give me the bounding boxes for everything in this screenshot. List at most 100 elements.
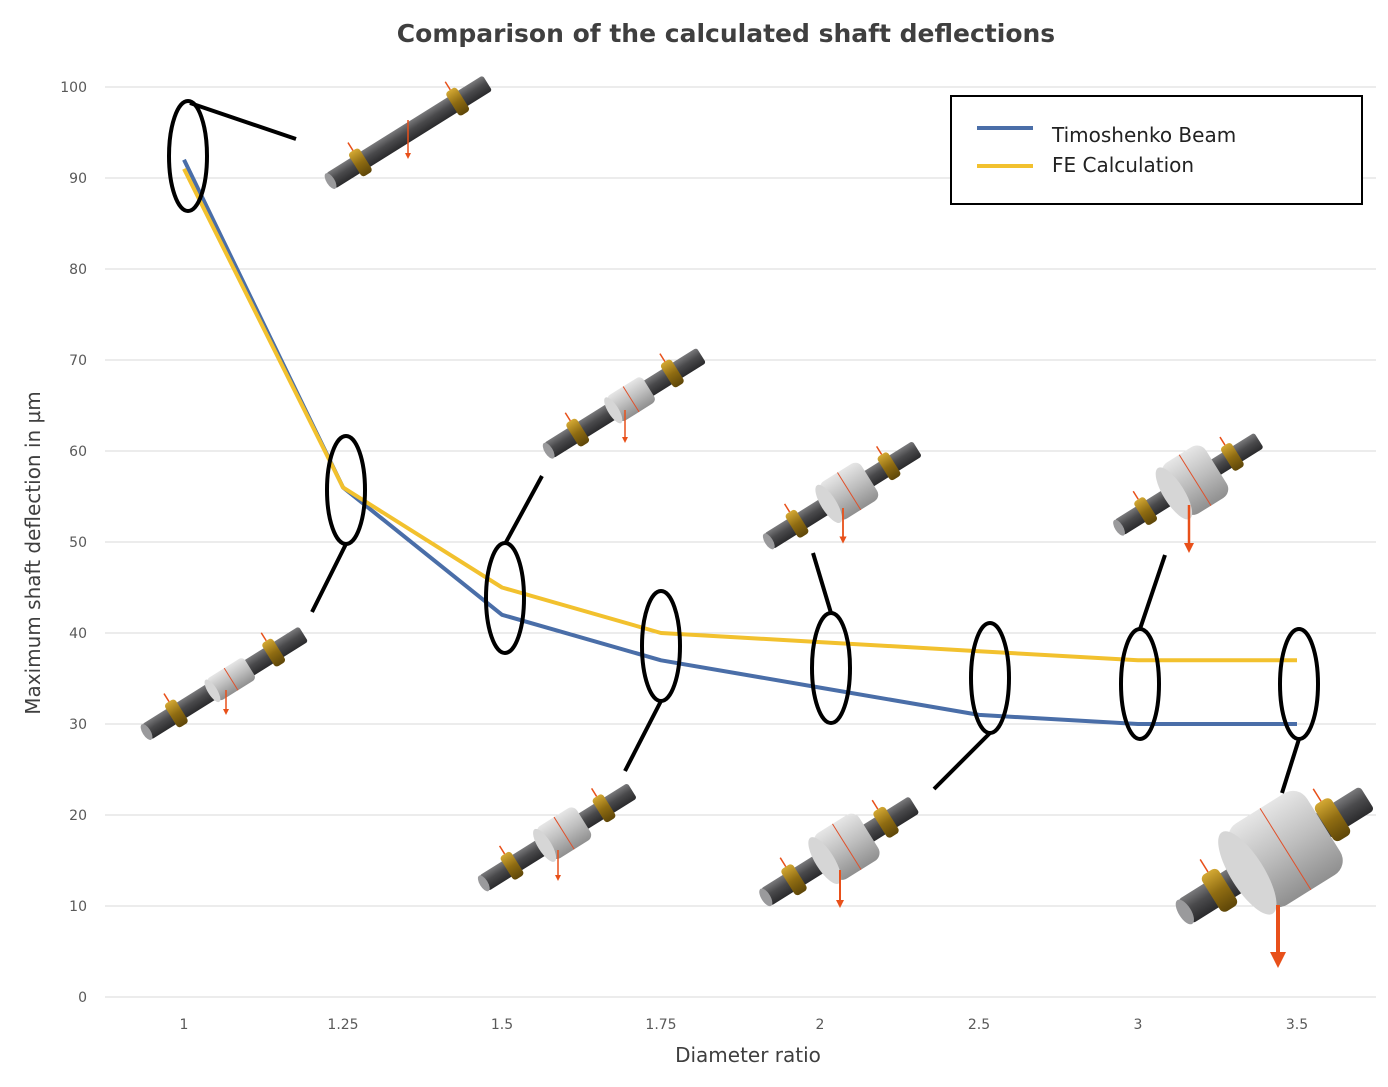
collar-seam	[622, 386, 640, 413]
callout-line-1_5	[503, 475, 544, 545]
shaft-illustrations	[140, 76, 1373, 968]
y-tick-label-50: 50	[69, 535, 87, 551]
x-tick-label-2_5: 2.5	[968, 1017, 990, 1033]
shaft-end	[759, 888, 773, 907]
shaft-illustration-2	[762, 442, 921, 550]
legend-label-fe: FE Calculation	[1052, 153, 1194, 177]
shaft-illustration-1_25	[140, 627, 308, 740]
shaft-end	[542, 442, 555, 459]
bearing	[1314, 798, 1351, 842]
bearing	[164, 699, 188, 728]
bearing-force-marker	[783, 503, 791, 513]
shaft-illustration-2_5	[759, 797, 919, 907]
callout-line-3_5	[1280, 738, 1301, 794]
series-line-timoshenko	[182, 158, 1297, 726]
y-axis-ticks: 0 10 20 30 40 50 60 70 80 90 100	[60, 80, 87, 1006]
x-tick-label-3_5: 3.5	[1286, 1017, 1308, 1033]
collar-face	[533, 828, 557, 862]
bearing-force-marker	[163, 693, 170, 702]
collar-seam	[223, 667, 239, 691]
shaft-end	[324, 173, 337, 189]
bearing-force-marker	[498, 845, 506, 855]
bearing-force-marker	[590, 788, 598, 797]
bearing-force-marker	[659, 353, 666, 362]
callout-ellipse-3_5	[1278, 627, 1320, 741]
y-tick-label-70: 70	[69, 353, 87, 369]
bearing-force-marker	[444, 81, 451, 91]
y-tick-label-90: 90	[69, 171, 87, 187]
collar-seam	[837, 472, 862, 511]
callout-ellipse-1_5	[484, 541, 526, 655]
bearing-force-marker	[260, 632, 267, 642]
collar-seam	[553, 816, 575, 850]
legend: Timoshenko Beam FE Calculation	[950, 95, 1363, 205]
shaft-end	[477, 875, 490, 892]
bearing	[592, 794, 616, 823]
bearing-force-marker	[347, 142, 354, 151]
bearing	[262, 638, 286, 667]
bearing	[500, 851, 524, 880]
y-tick-label-30: 30	[69, 717, 87, 733]
collar-face	[1155, 467, 1193, 520]
shaft-illustration-1	[324, 76, 492, 189]
bearing	[660, 359, 684, 388]
x-tick-label-1_25: 1.25	[327, 1017, 358, 1033]
bearing-force-marker	[1312, 788, 1322, 802]
shaft-illustration-3	[1113, 433, 1263, 536]
callout-line-2	[811, 552, 833, 614]
y-tick-label-20: 20	[69, 808, 87, 824]
callout-line-2_5	[932, 731, 992, 791]
bearing	[1134, 497, 1157, 525]
bearing-force-marker	[871, 799, 879, 810]
callout-line-1	[189, 101, 297, 141]
bearing-force-marker	[564, 412, 571, 422]
legend-box	[950, 95, 1363, 205]
y-tick-label-100: 100	[60, 80, 87, 96]
callouts	[167, 99, 1320, 794]
bearing	[1221, 443, 1244, 471]
callout-ellipse-1_75	[640, 589, 682, 703]
collar-seam	[832, 823, 862, 870]
bearing-force-marker	[1219, 436, 1226, 446]
legend-label-timoshenko: Timoshenko Beam	[1051, 123, 1236, 147]
x-tick-label-1: 1	[180, 1017, 189, 1033]
callout-line-1_25	[310, 543, 348, 613]
series-lines	[182, 158, 1297, 726]
x-axis-ticks: 1 1.25 1.5 1.75 2 2.5 3 3.5	[180, 1017, 1309, 1033]
x-tick-label-1_75: 1.75	[645, 1017, 676, 1033]
bearing	[1201, 868, 1238, 912]
callout-line-3	[1138, 554, 1167, 630]
callout-line-1_75	[623, 700, 663, 772]
x-tick-label-1_5: 1.5	[491, 1017, 513, 1033]
shaft-end	[762, 533, 775, 550]
shaft-end	[1175, 899, 1194, 925]
series-line-fe	[182, 168, 1297, 663]
collar-face	[604, 397, 623, 424]
callout-ellipse-2	[810, 611, 852, 725]
bearing	[781, 864, 807, 896]
y-tick-label-80: 80	[69, 262, 87, 278]
y-tick-label-10: 10	[69, 899, 87, 915]
bearing	[446, 87, 470, 116]
collar-face	[808, 837, 842, 884]
y-tick-label-40: 40	[69, 626, 87, 642]
gridlines	[105, 86, 1376, 998]
bearing-force-marker	[779, 857, 787, 868]
collar-seam	[1259, 808, 1312, 891]
x-axis-label: Diameter ratio	[675, 1043, 821, 1067]
collar-face	[204, 679, 221, 703]
bearing-force-marker	[1132, 490, 1139, 500]
collar-face	[1218, 831, 1277, 915]
bearing	[566, 418, 590, 447]
y-tick-label-60: 60	[69, 444, 87, 460]
bearing-force-marker	[875, 446, 883, 455]
collar-seam	[1178, 454, 1212, 506]
bearing	[877, 452, 901, 481]
collar-face	[815, 484, 843, 524]
bearing-force-marker	[1199, 859, 1209, 873]
y-tick-label-0: 0	[78, 990, 87, 1006]
bearing	[348, 148, 372, 177]
shaft-illustration-1_75	[477, 784, 636, 892]
bearing	[873, 806, 899, 838]
